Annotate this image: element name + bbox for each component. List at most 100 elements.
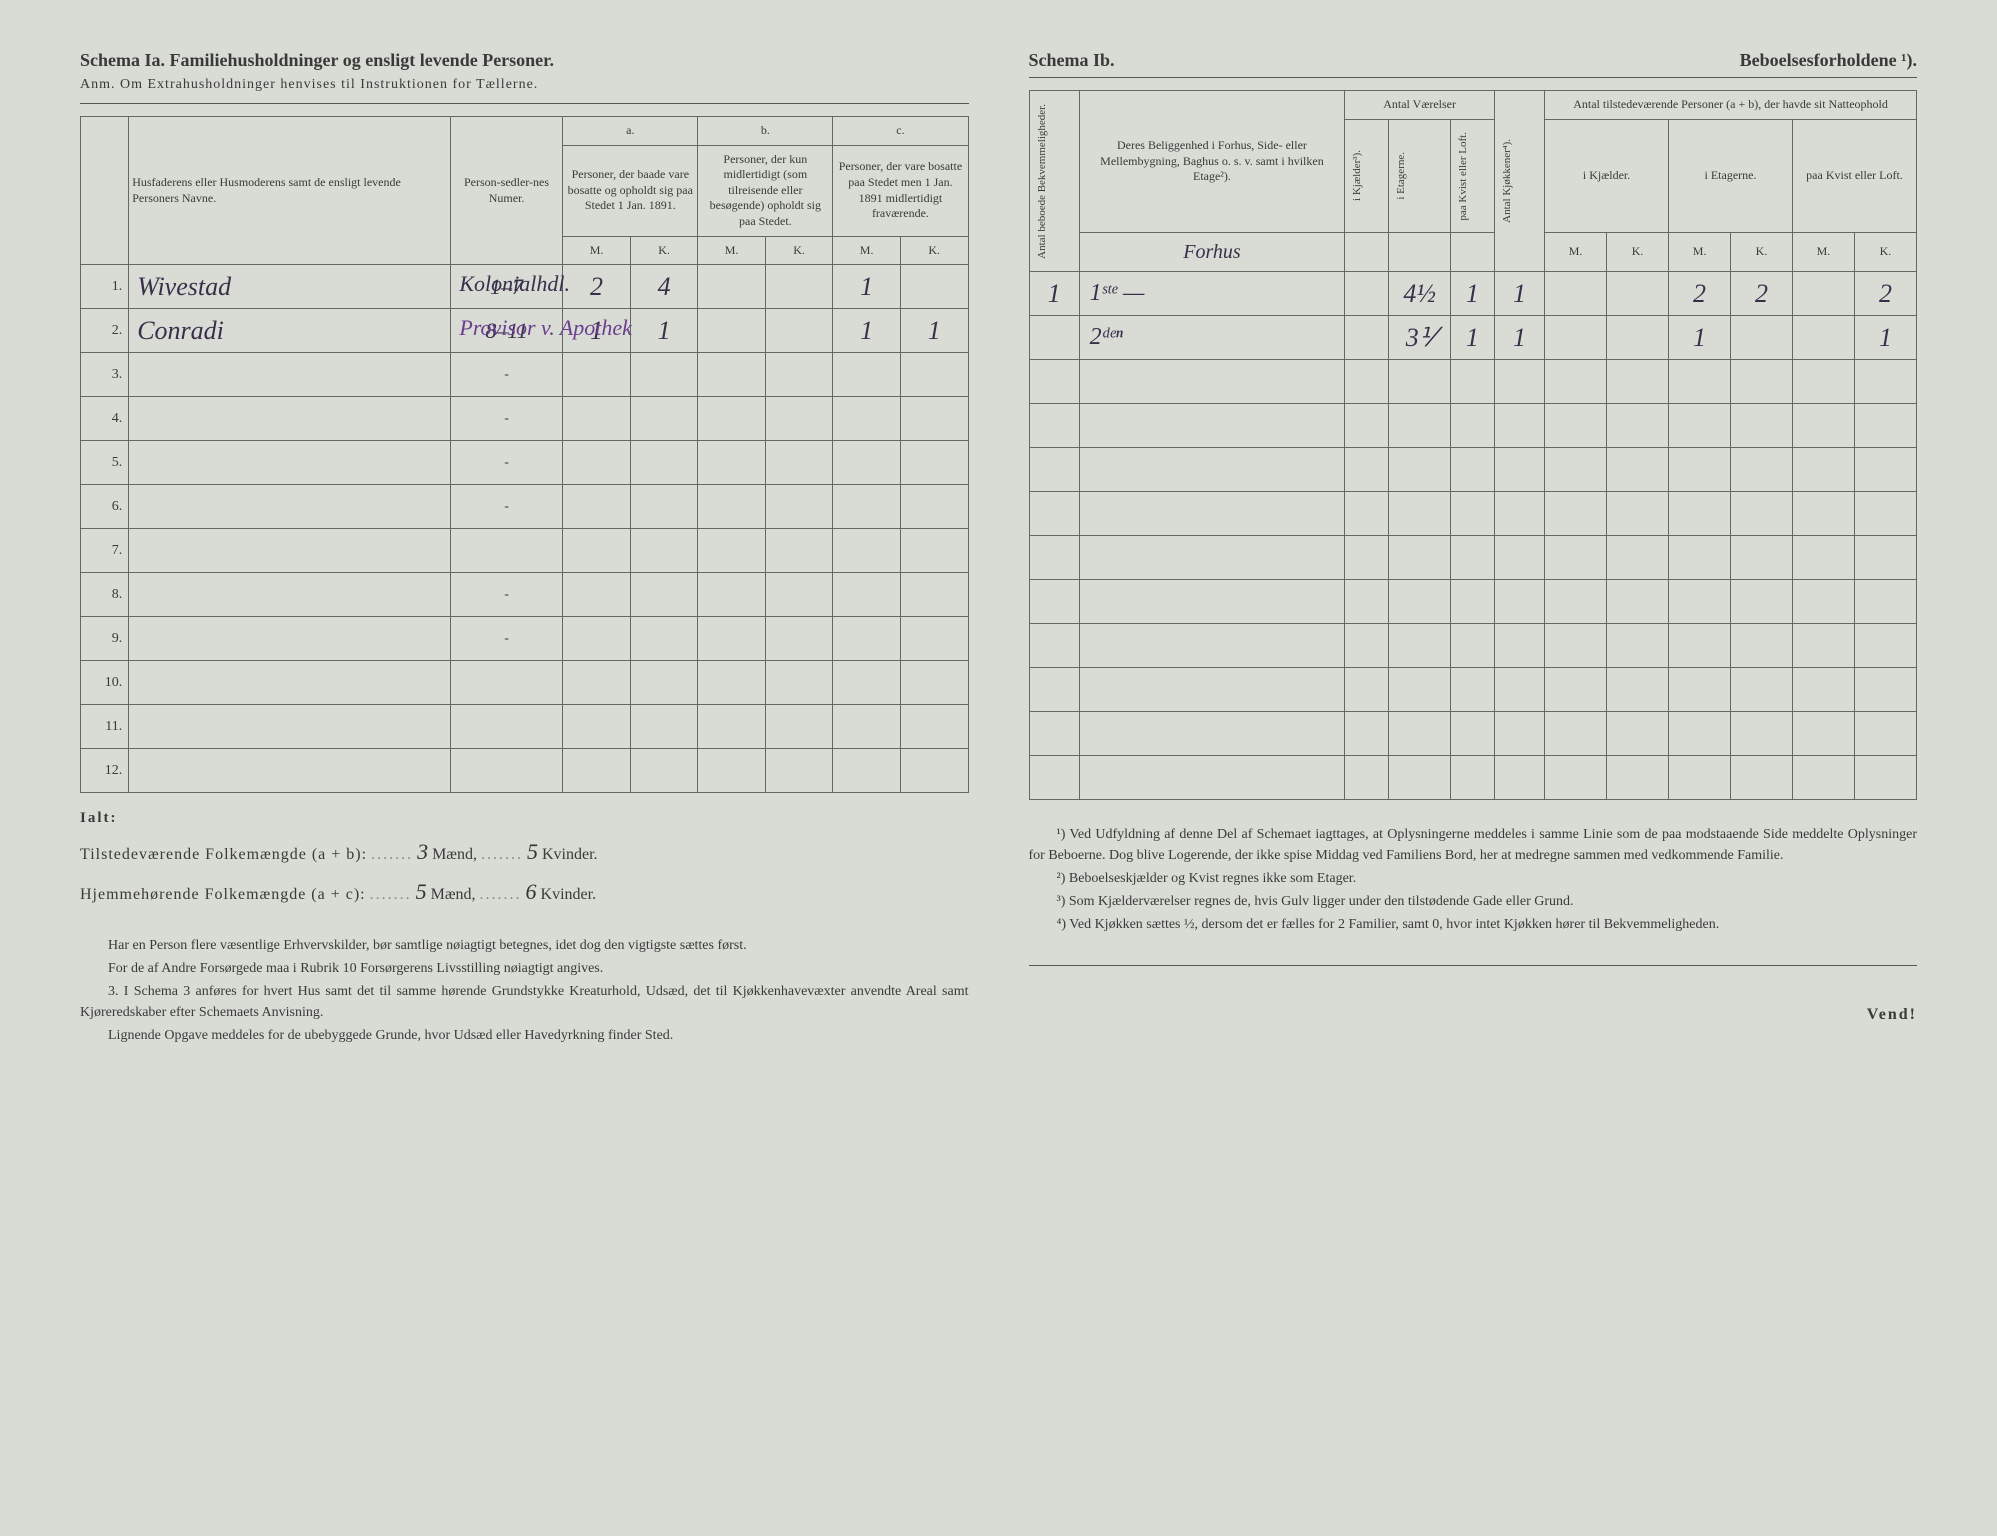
pk-m-cell [1545, 492, 1607, 536]
kjok-cell: 1 [1494, 272, 1544, 316]
kjok-cell [1494, 492, 1544, 536]
table-row [1029, 756, 1917, 800]
vk-cell [1345, 404, 1389, 448]
divider [1029, 965, 1918, 966]
p-kvist-header: paa Kvist eller Loft. [1792, 119, 1916, 233]
c-k-cell: 1 [900, 309, 968, 353]
b-m-cell [698, 309, 766, 353]
a-k-cell [630, 397, 698, 441]
table-row: 11. [81, 705, 969, 749]
vl-cell [1450, 712, 1494, 756]
pk-k-cell [1607, 492, 1669, 536]
b-m-cell [698, 661, 766, 705]
vk-cell [1345, 756, 1389, 800]
row-number: 5. [81, 441, 129, 485]
a-m-cell [563, 529, 631, 573]
schema-1a-title: Schema Ia. Familiehusholdninger og ensli… [80, 50, 969, 71]
note-3: ³) Som Kjælderværelser regnes de, hvis G… [1029, 891, 1918, 912]
pe-k-cell [1731, 316, 1793, 360]
col-b-k: K. [765, 236, 833, 265]
row-number: 7. [81, 529, 129, 573]
c-k-cell [900, 265, 968, 309]
schema-1b-title-a: Schema Ib. [1029, 50, 1115, 71]
row-number: 10. [81, 661, 129, 705]
pe-m-cell [1669, 712, 1731, 756]
c-k-cell [900, 573, 968, 617]
pk-m-cell [1545, 668, 1607, 712]
row-number: 11. [81, 705, 129, 749]
pl-m-cell [1792, 448, 1854, 492]
vk-cell [1345, 448, 1389, 492]
vl-cell [1450, 580, 1494, 624]
pl-m-cell [1792, 536, 1854, 580]
belig-cell [1079, 536, 1345, 580]
table-row [1029, 712, 1917, 756]
divider [1029, 77, 1918, 78]
b-m-cell [698, 617, 766, 661]
table-row: 5. - [81, 441, 969, 485]
name-cell [129, 529, 451, 573]
b-k-cell [765, 441, 833, 485]
vl-cell [1450, 448, 1494, 492]
b-k-cell [765, 485, 833, 529]
maend-label-2: Mænd, [431, 886, 476, 903]
a-k-cell [630, 573, 698, 617]
row-number: 9. [81, 617, 129, 661]
pl-k: K. [1854, 233, 1916, 272]
pe-m-cell [1669, 756, 1731, 800]
pe-k-cell [1731, 404, 1793, 448]
pk-k-cell [1607, 272, 1669, 316]
pk-m-cell [1545, 448, 1607, 492]
a-m-cell [563, 397, 631, 441]
tilstede-k: 5 [527, 839, 538, 864]
vk-cell [1345, 580, 1389, 624]
a-k-cell [630, 617, 698, 661]
bekv-cell [1029, 536, 1079, 580]
pl-m-cell [1792, 360, 1854, 404]
b-k-cell [765, 661, 833, 705]
pk-m-cell [1545, 404, 1607, 448]
a-m-cell: 2 [563, 265, 631, 309]
kjok-cell [1494, 668, 1544, 712]
c-m-cell [833, 661, 901, 705]
pl-k-cell [1854, 536, 1916, 580]
b-k-cell [765, 529, 833, 573]
pk-k-cell [1607, 756, 1669, 800]
vl-cell: 1 [1450, 272, 1494, 316]
belig-cell [1079, 404, 1345, 448]
kvinder-label: Kvinder. [542, 846, 598, 863]
pk-m-cell [1545, 756, 1607, 800]
table-row: 1 1ˢᵗᵉ — 4½ 1 1 2 2 2 [1029, 272, 1917, 316]
c-m-cell [833, 529, 901, 573]
a-k-cell [630, 749, 698, 793]
a-k-cell [630, 661, 698, 705]
vl-cell [1450, 536, 1494, 580]
b-m-cell [698, 573, 766, 617]
pl-k-cell [1854, 756, 1916, 800]
numer-cell: - [450, 441, 563, 485]
pl-k-cell [1854, 668, 1916, 712]
numer-cell [450, 661, 563, 705]
pe-m-cell [1669, 492, 1731, 536]
pl-k-cell: 2 [1854, 272, 1916, 316]
name-cell [129, 485, 451, 529]
pl-k-cell [1854, 360, 1916, 404]
col-bekv-header: Antal beboede Bekvemmeligheder. [1033, 98, 1051, 265]
pk-m-cell [1545, 712, 1607, 756]
table-row: 10. [81, 661, 969, 705]
bekv-cell: 1 [1029, 272, 1079, 316]
pe-k-cell [1731, 360, 1793, 404]
row-number: 4. [81, 397, 129, 441]
pl-m-cell [1792, 756, 1854, 800]
pk-k-cell [1607, 448, 1669, 492]
bekv-cell [1029, 316, 1079, 360]
footnote-p3: I Schema 3 anføres for hvert Hus samt de… [80, 984, 969, 1020]
pk-k-cell [1607, 624, 1669, 668]
vl-cell: 1 [1450, 316, 1494, 360]
pe-m-cell [1669, 580, 1731, 624]
ve-cell [1389, 712, 1450, 756]
pl-k-cell [1854, 712, 1916, 756]
ve-cell [1389, 580, 1450, 624]
pk-m-cell [1545, 580, 1607, 624]
vl-cell [1450, 624, 1494, 668]
